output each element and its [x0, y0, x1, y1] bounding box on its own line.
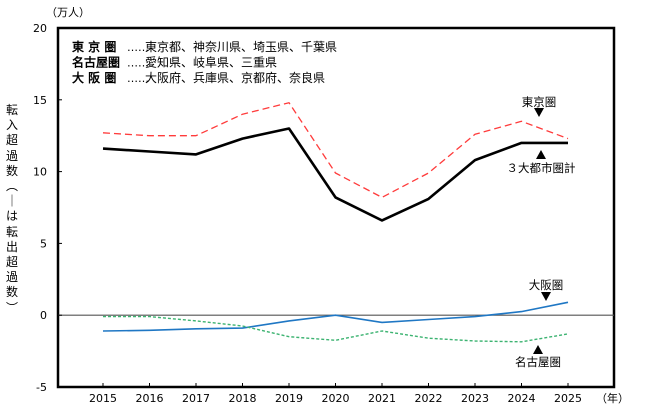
- down-triangle-icon: [541, 292, 551, 301]
- series-line-3: [103, 315, 569, 343]
- legend-region-name: 名古屋圏: [72, 55, 120, 70]
- y-axis-title: 転入超過数 ︵ ｜は転出超過数 ︶: [4, 103, 20, 316]
- y-axis-title-char: ︶: [5, 300, 18, 315]
- y-axis-title-char: 超: [5, 133, 18, 148]
- y-tick-label: -5: [36, 381, 47, 394]
- y-tick-label: 20: [33, 22, 47, 35]
- legend-separator: ……: [127, 41, 149, 54]
- x-tick-label: 2023: [461, 392, 489, 405]
- annotation-label: 大阪圏: [529, 278, 564, 292]
- series-line-1: [102, 127, 568, 222]
- legend-separator: ……: [127, 72, 149, 85]
- x-tick-label: 2025: [554, 392, 582, 405]
- series-line-0: [102, 102, 569, 199]
- annotation-label: 東京圏: [522, 95, 557, 109]
- y-unit-label: （万人）: [46, 6, 90, 19]
- y-tick-label: 0: [40, 309, 47, 322]
- x-tick-label: 2017: [182, 392, 210, 405]
- y-tick-label: 5: [40, 237, 47, 250]
- legend-region-name: 東 京 圏: [72, 39, 116, 54]
- y-axis-title-char: 超: [5, 255, 18, 270]
- x-tick-label: 2021: [368, 392, 396, 405]
- x-tick-label: 2019: [275, 392, 303, 405]
- y-axis-title-char: 数: [5, 163, 18, 178]
- series-line-2: [102, 301, 569, 332]
- y-axis-title-char: 過: [5, 270, 18, 285]
- annotation-label: ３大都市圏計: [507, 161, 576, 175]
- y-axis-title-char: 数: [5, 285, 18, 300]
- legend-separator: ……: [127, 57, 149, 70]
- x-tick-label: 2015: [89, 392, 117, 405]
- x-tick-label: 2018: [229, 392, 257, 405]
- y-axis-title-char: 転: [5, 224, 18, 239]
- y-axis-title-char: 過: [5, 148, 18, 163]
- x-tick-label: 2022: [415, 392, 443, 405]
- down-triangle-icon: [534, 108, 544, 117]
- y-axis-title-char: は: [5, 209, 18, 224]
- y-tick-label: 10: [33, 166, 47, 179]
- y-axis-title-char: 転: [5, 103, 18, 117]
- legend-members: 東京都、神奈川県、埼玉県、千葉県: [145, 40, 337, 54]
- legend-members: 愛知県、岐阜県、三重県: [145, 56, 277, 70]
- x-axis-unit-label: （年）: [596, 391, 629, 405]
- y-axis-title-char: ︵: [5, 179, 18, 194]
- x-tick-label: 2020: [322, 392, 350, 405]
- y-axis-title-char: ｜: [5, 194, 18, 209]
- up-triangle-icon: [533, 345, 543, 354]
- x-tick-label: 2024: [508, 392, 536, 405]
- y-axis-title-char: 入: [5, 118, 18, 133]
- y-axis-title-char: 出: [5, 239, 18, 254]
- x-tick-label: 2016: [136, 392, 164, 405]
- legend-members: 大阪府、兵庫県、京都府、奈良県: [145, 70, 325, 85]
- up-triangle-icon: [536, 150, 546, 159]
- y-tick-label: 15: [33, 94, 47, 107]
- annotation-label: 名古屋圏: [515, 355, 561, 369]
- legend-region-name: 大 阪 圏: [72, 70, 116, 85]
